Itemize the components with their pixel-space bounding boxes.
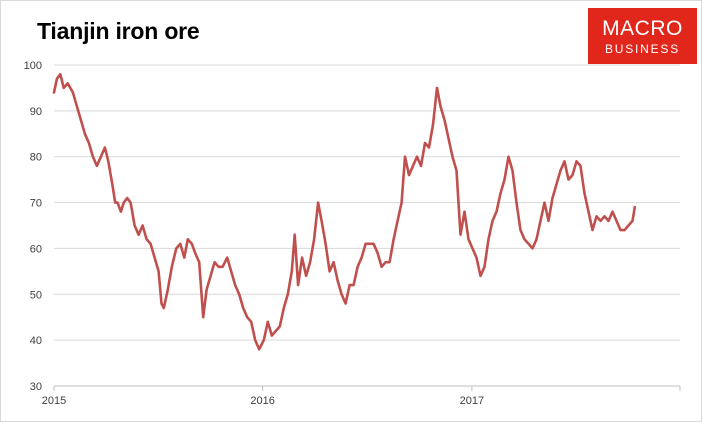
y-tick-label: 90	[30, 106, 42, 118]
x-tick-label: 2015	[42, 395, 66, 407]
y-tick-label: 100	[24, 60, 42, 72]
y-tick-label: 70	[30, 198, 42, 210]
y-tick-label: 50	[30, 289, 42, 301]
logo-line-2: BUSINESS	[604, 42, 681, 56]
logo-line-1: MACRO	[602, 17, 683, 40]
y-tick-label: 30	[30, 381, 42, 393]
iron-ore-price-line	[52, 72, 637, 351]
x-tick-label: 2016	[250, 395, 274, 407]
y-tick-label: 40	[30, 335, 42, 347]
y-tick-label: 60	[30, 243, 42, 255]
chart-title: Tianjin iron ore	[37, 18, 200, 44]
x-tick-label: 2017	[460, 395, 484, 407]
y-tick-label: 80	[30, 152, 42, 164]
macro-business-logo: MACRO BUSINESS	[588, 8, 697, 64]
